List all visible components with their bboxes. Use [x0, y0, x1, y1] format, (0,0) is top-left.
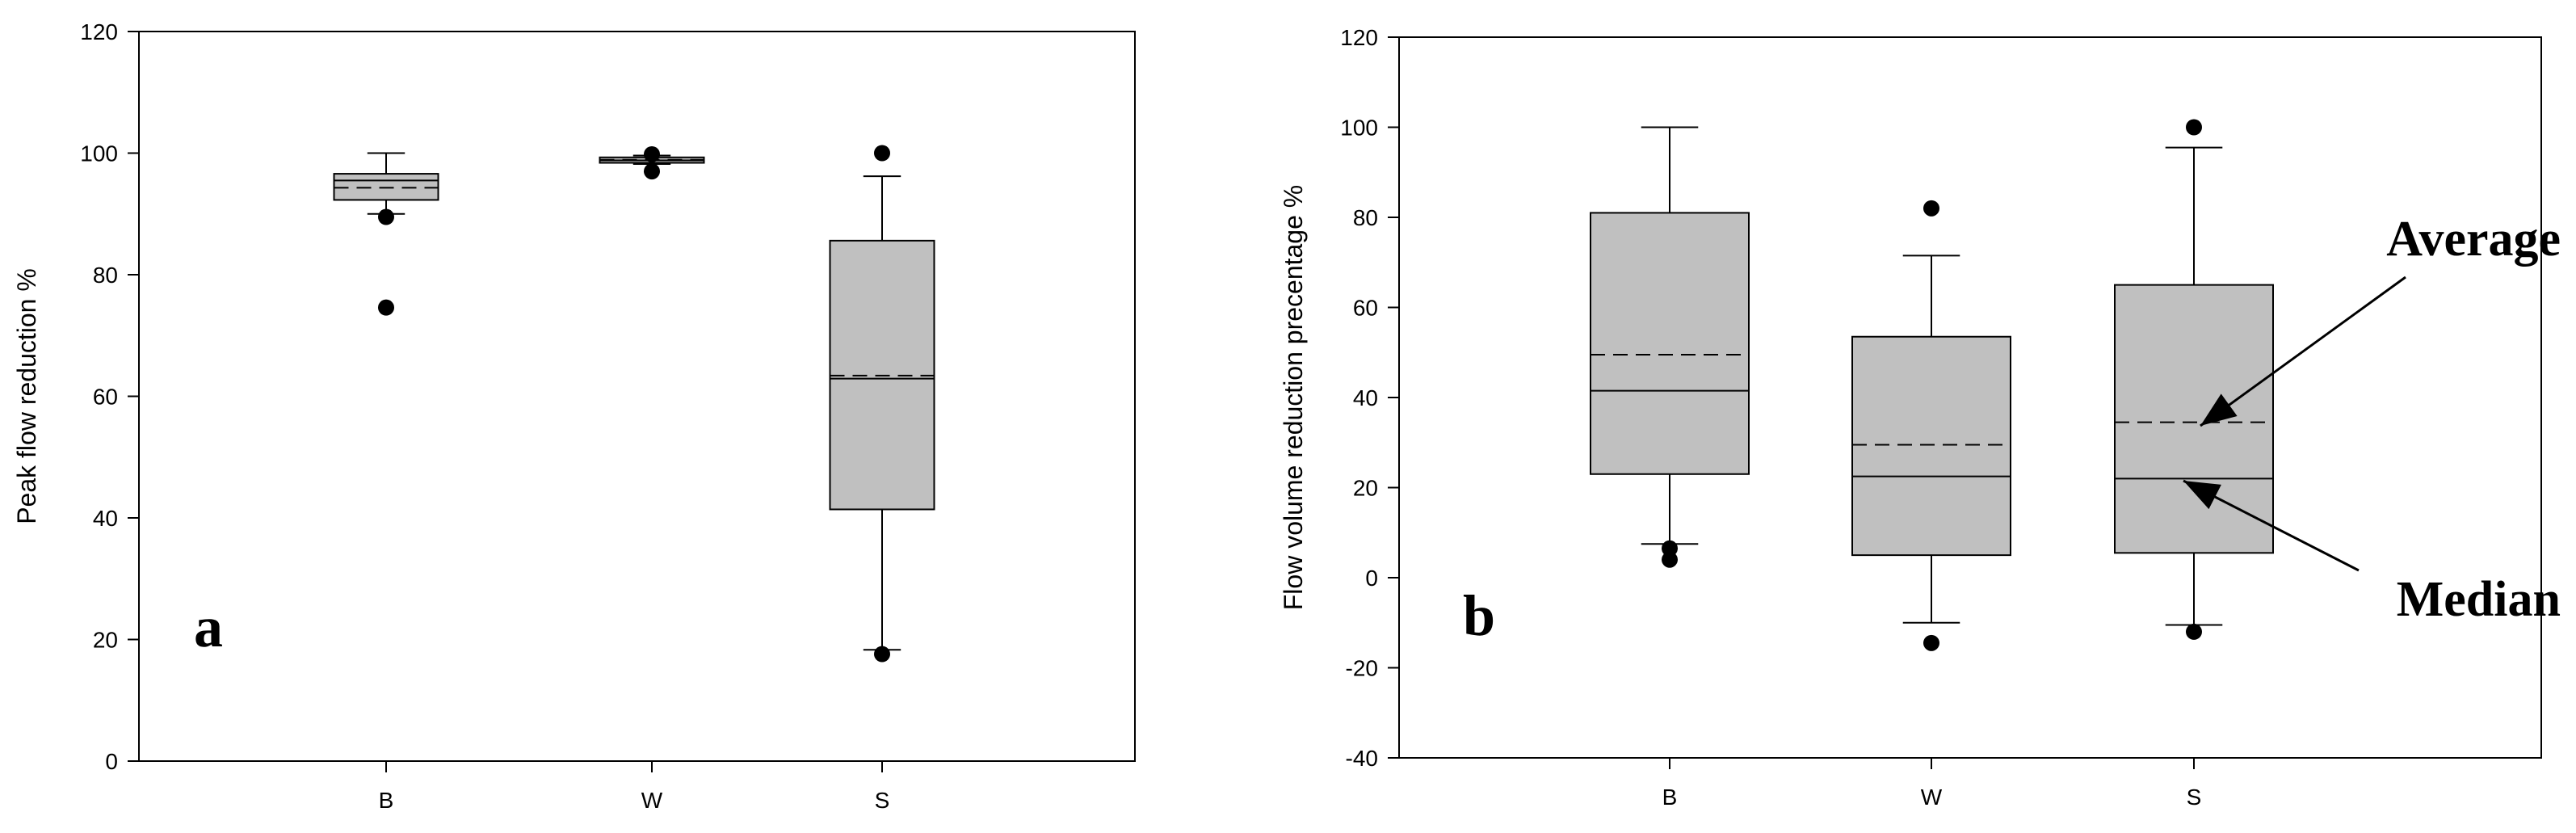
y-tick-label: 100: [80, 141, 118, 166]
x-tick-label: S: [875, 788, 890, 813]
outlier-point: [644, 146, 660, 163]
y-tick-label: 60: [93, 385, 118, 410]
y-tick-label: 80: [93, 263, 118, 288]
box-iqr: [1851, 335, 2011, 557]
y-tick-label: 20: [93, 628, 118, 653]
outlier-point: [2186, 119, 2202, 136]
panel-a-chart: 0 20 40 60 80 100 120 Peak flow reduction % B W Sa: [12, 19, 1136, 813]
outlier-point: [874, 145, 890, 162]
y-tick-label: 120: [80, 19, 118, 44]
outlier-point: [1923, 200, 1939, 217]
y-tick-label: 80: [1353, 205, 1378, 230]
y-tick-label: 40: [93, 506, 118, 531]
annotation-arrow-head: [2183, 481, 2221, 510]
outlier-point: [2186, 623, 2202, 640]
panel-b-chart: -40 -20 0 20 40 60 80 100 120 Flow volume reducti…: [1279, 25, 2561, 810]
x-tick-label: B: [1662, 785, 1678, 810]
outlier-point: [378, 208, 394, 225]
outlier-point: [1662, 551, 1678, 568]
outlier-point: [1923, 634, 1939, 651]
annotation-average: Average: [2386, 212, 2561, 267]
x-tick-label: W: [641, 788, 663, 813]
outlier-point: [874, 646, 890, 663]
x-tick-label: S: [2187, 785, 2202, 810]
y-tick-label: 40: [1353, 385, 1378, 410]
annotation-arrow-line: [2200, 276, 2406, 427]
x-tick-label: W: [1921, 785, 1943, 810]
outlier-point: [644, 163, 660, 180]
y-tick-label: 20: [1353, 476, 1378, 501]
y-tick-label: 0: [1365, 566, 1378, 591]
outlier-point: [378, 299, 394, 316]
outlier-point: [1662, 540, 1678, 557]
annotation-median: Median: [2397, 572, 2561, 627]
box-iqr: [2114, 284, 2274, 554]
annotation-arrow-head: [2200, 393, 2238, 426]
y-tick-label: -40: [1346, 746, 1378, 771]
box-iqr: [829, 239, 935, 511]
y-tick-label: 120: [1340, 25, 1378, 50]
y-tick-label: 60: [1353, 296, 1378, 321]
y-tick-label: -20: [1346, 656, 1378, 681]
y-tick-label: 0: [105, 749, 118, 774]
panel-letter: a: [194, 595, 223, 659]
panel-letter: b: [1463, 583, 1495, 648]
y-axis-title: Flow volume reduction precentage %: [1279, 185, 1308, 611]
x-tick-label: B: [379, 788, 394, 813]
plot-frame: [138, 31, 1136, 762]
y-axis-title: Peak flow reduction %: [12, 268, 41, 524]
y-tick-label: 100: [1340, 116, 1378, 141]
box-iqr: [1590, 212, 1750, 475]
box-iqr: [333, 173, 439, 201]
